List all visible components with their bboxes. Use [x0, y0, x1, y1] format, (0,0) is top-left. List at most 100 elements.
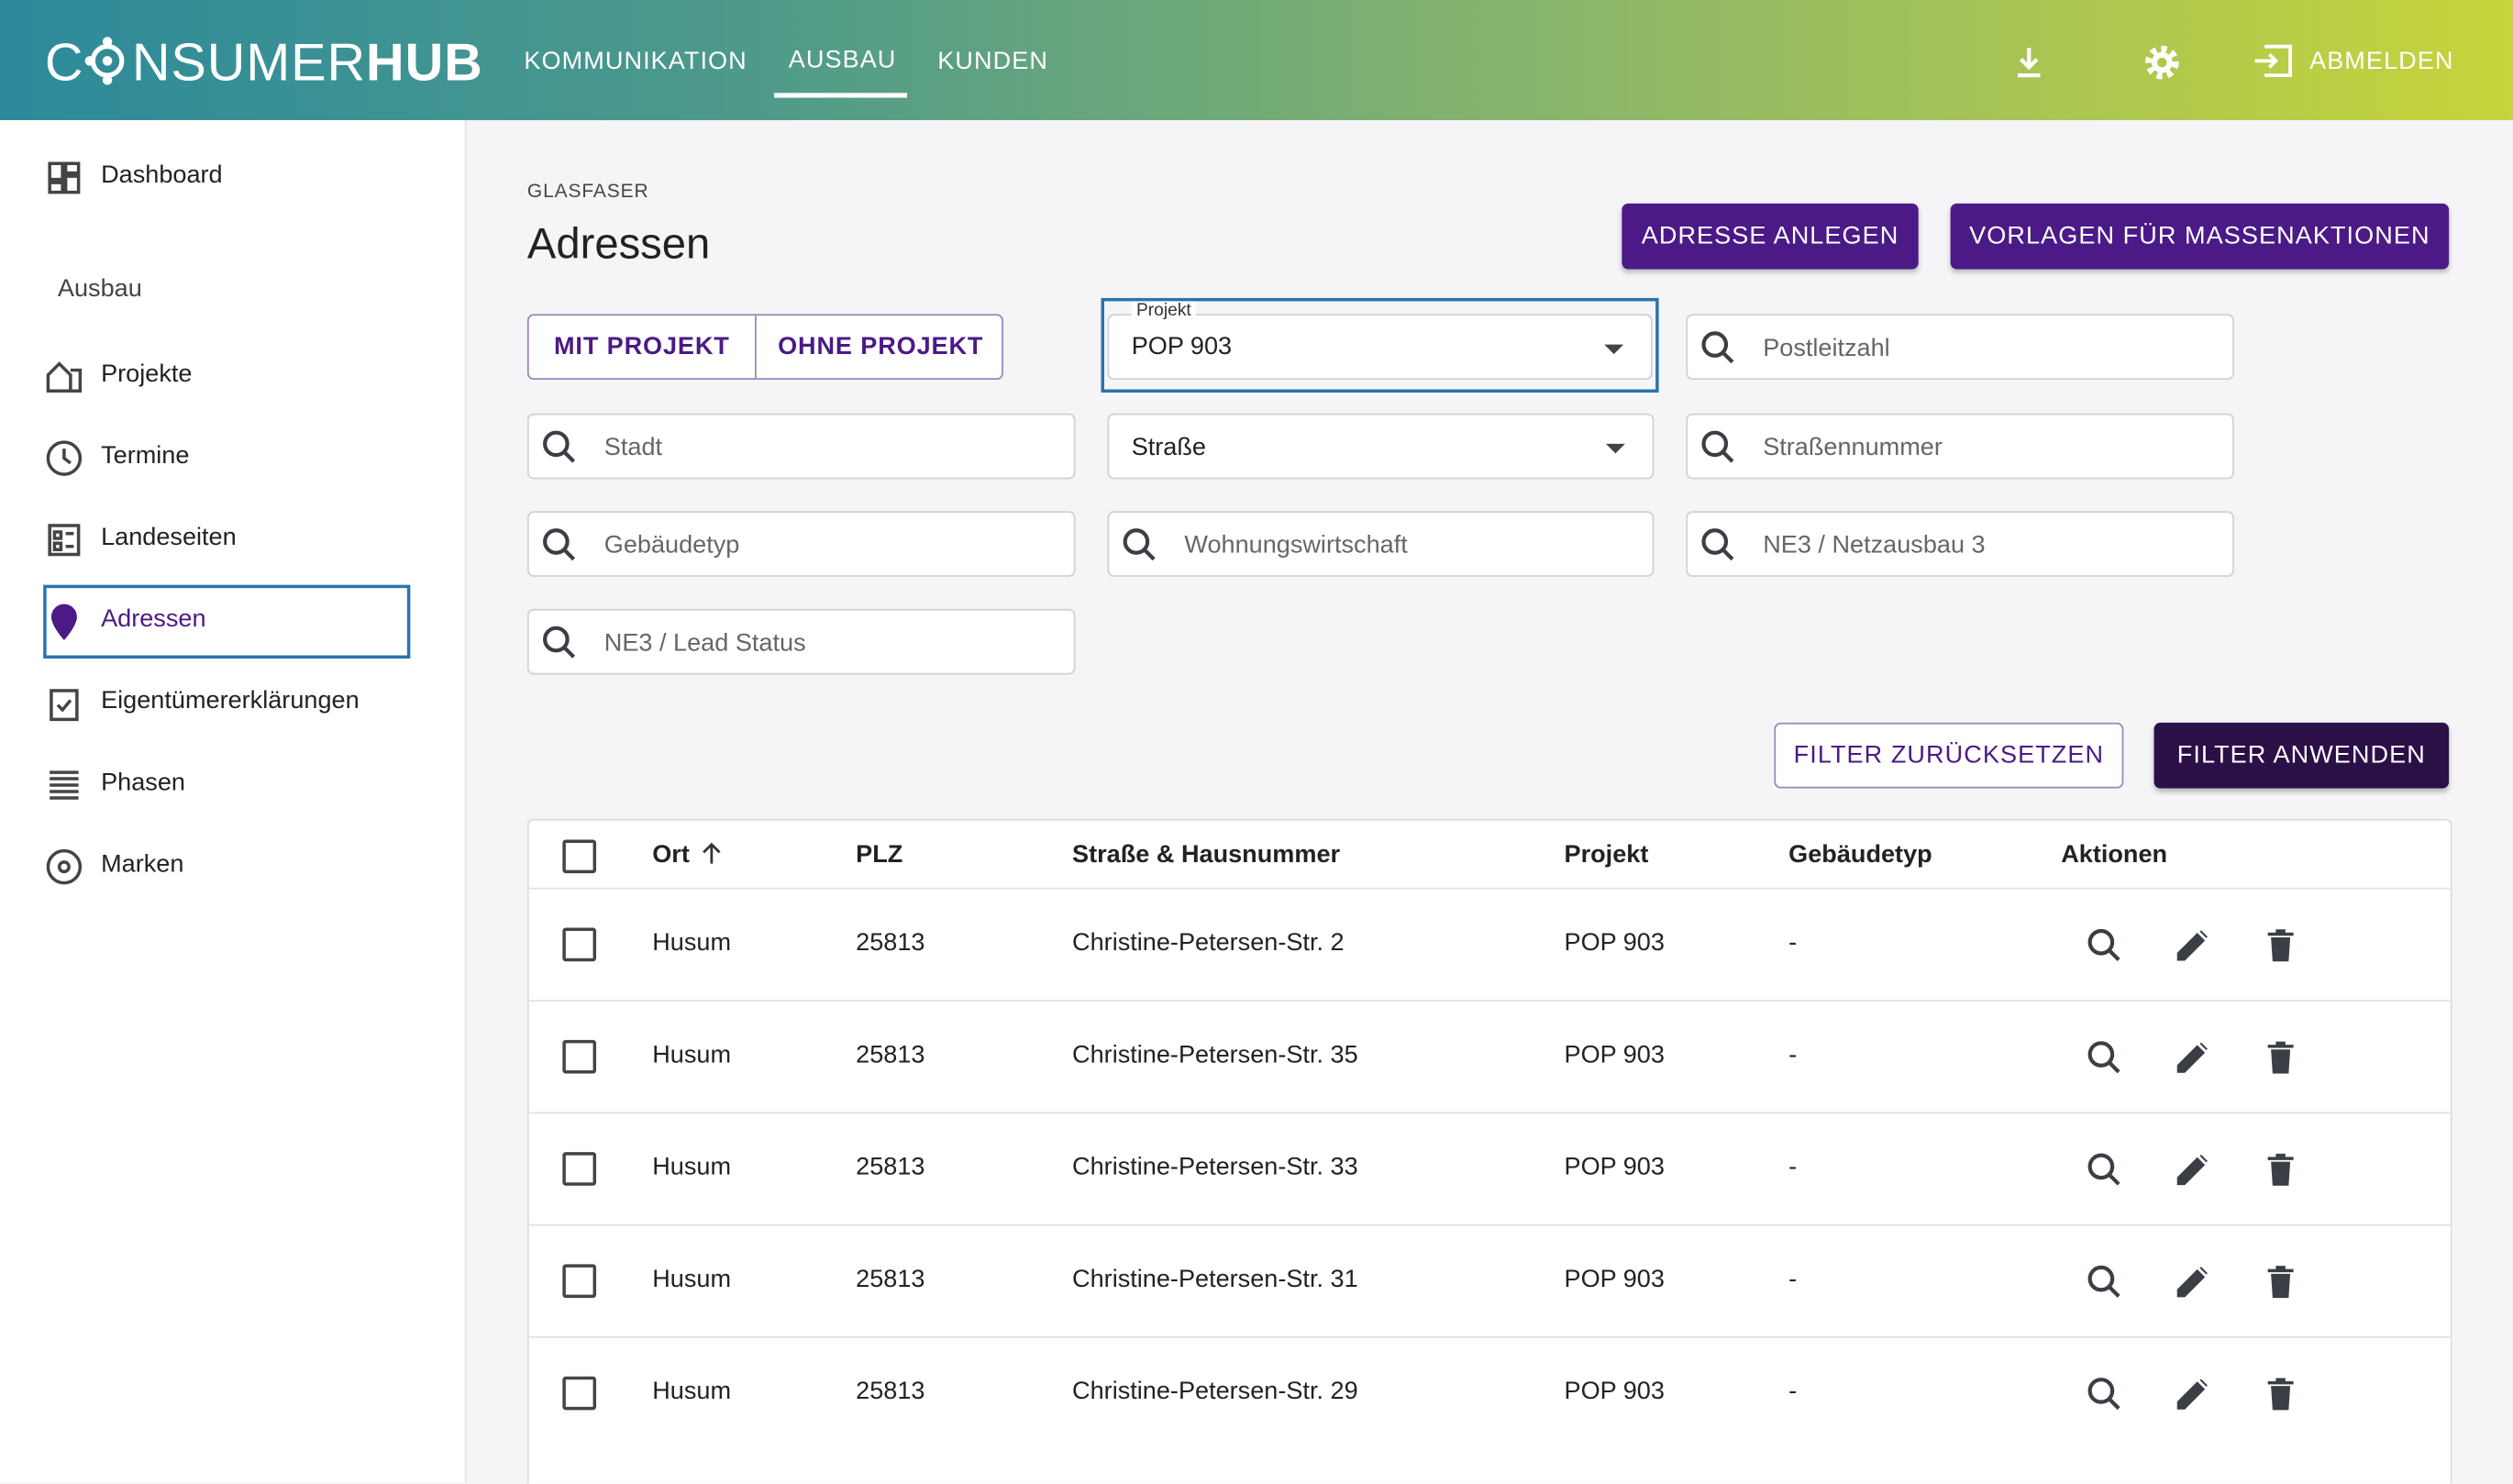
toggle-option[interactable]: OHNE PROJEKT — [778, 332, 984, 360]
row-checkbox[interactable] — [562, 927, 597, 962]
sidebar-item[interactable]: Marken — [101, 850, 184, 879]
reset-filter-button[interactable]: FILTER ZURÜCKSETZEN — [1774, 722, 2124, 789]
project-select-focus: Projekt POP 903 — [1101, 297, 1659, 393]
icon-shape — [2267, 1153, 2294, 1186]
edit-action[interactable] — [2174, 1150, 2212, 1189]
table-cell: Husum — [652, 929, 732, 957]
delete-action[interactable] — [2262, 926, 2300, 965]
table-cell: POP 903 — [1564, 1041, 1665, 1069]
search-icon — [543, 528, 576, 561]
housing-filter[interactable]: Wohnungswirtschaft — [1107, 511, 1655, 577]
nav-active-indicator — [774, 93, 908, 98]
apply-filter-button[interactable]: FILTER ANWENDEN — [2153, 722, 2450, 789]
sidebar-icon — [50, 604, 77, 640]
column-header: Aktionen — [2061, 841, 2168, 869]
table-cell: - — [1788, 1266, 1798, 1293]
toggle-option[interactable]: MIT PROJEKT — [529, 316, 757, 379]
sidebar-item[interactable]: Phasen — [101, 769, 185, 797]
edit-action[interactable] — [2174, 1263, 2212, 1301]
sidebar-item[interactable]: Landeseiten — [101, 524, 237, 551]
logo[interactable]: C NSUMERHUB — [45, 32, 483, 93]
street-select[interactable]: Straße — [1107, 413, 1655, 480]
row-checkbox[interactable] — [562, 1264, 597, 1299]
table-cell: Christine-Petersen-Str. 35 — [1072, 1041, 1358, 1069]
icon-shape — [46, 361, 83, 393]
delete-action[interactable] — [2262, 1150, 2300, 1189]
search-icon — [543, 626, 576, 659]
row-checkbox[interactable] — [562, 1039, 597, 1074]
icon-shape — [50, 689, 79, 722]
icon-shape — [703, 842, 721, 864]
logout-button[interactable]: ABMELDEN — [2309, 48, 2454, 76]
delete-action[interactable] — [2262, 1375, 2300, 1413]
placeholder: Postleitzahl — [1763, 335, 1890, 362]
sidebar-item[interactable]: Dashboard — [101, 161, 223, 190]
placeholder: Straßennummer — [1763, 434, 1943, 462]
icon-shape — [46, 848, 83, 885]
column-header: Straße & Hausnummer — [1072, 841, 1341, 869]
table-cell: Husum — [652, 1266, 732, 1293]
table-row: Husum 25813 Christine-Petersen-Str. 29 POP … — [528, 1336, 2451, 1450]
table-cell: Husum — [652, 1153, 732, 1181]
project-toggle: MIT PROJEKT OHNE PROJEKT — [526, 314, 1003, 381]
column-header: Gebäudetyp — [1788, 841, 1932, 869]
edit-action[interactable] — [2174, 926, 2212, 965]
delete-action[interactable] — [2262, 1263, 2300, 1301]
field-value: Straße — [1131, 434, 1206, 462]
download-icon[interactable] — [2013, 45, 2045, 80]
sidebar-item[interactable]: Adressen — [101, 605, 206, 634]
edit-action[interactable] — [2174, 1375, 2212, 1413]
table-cell: Christine-Petersen-Str. 2 — [1072, 929, 1345, 957]
logo-icon — [85, 37, 126, 85]
postcode-filter[interactable]: Postleitzahl — [1686, 314, 2234, 381]
table-cell: 25813 — [856, 1378, 925, 1406]
column-header: PLZ — [856, 841, 903, 869]
table-cell: 25813 — [856, 1153, 925, 1181]
sidebar-item[interactable]: Projekte — [101, 360, 193, 388]
logo-text: NSUMER — [131, 31, 367, 92]
icon-shape — [543, 430, 576, 463]
table-cell: - — [1788, 1378, 1798, 1406]
table-cell: Husum — [652, 1041, 732, 1069]
view-action — [2087, 1041, 2120, 1074]
city-filter[interactable]: Stadt — [526, 413, 1076, 480]
sort-arrow — [703, 842, 721, 864]
table-cell: - — [1788, 1153, 1798, 1181]
building-type-filter[interactable]: Gebäudetyp — [526, 511, 1076, 577]
table-row: Husum 25813 Christine-Petersen-Str. 31 POP … — [528, 1224, 2451, 1338]
row-checkbox[interactable] — [562, 1152, 597, 1186]
icon-shape — [2267, 929, 2294, 962]
sidebar-icon — [46, 848, 83, 885]
table-cell: - — [1788, 929, 1798, 957]
icon-shape — [1701, 430, 1734, 463]
settings-icon[interactable] — [2142, 41, 2183, 83]
project-select[interactable]: Projekt POP 903 — [1107, 301, 1653, 381]
column-header: Projekt — [1564, 841, 1649, 869]
nav-item[interactable]: KOMMUNIKATION — [524, 48, 747, 76]
street-number-filter[interactable]: Straßennummer — [1686, 413, 2234, 480]
row-checkbox[interactable] — [562, 1376, 597, 1411]
sidebar-item[interactable]: Termine — [101, 442, 190, 470]
icon-shape — [1701, 528, 1734, 561]
nav-item[interactable]: KUNDEN — [937, 48, 1048, 76]
delete-action[interactable] — [2262, 1038, 2300, 1077]
templates-button[interactable]: VORLAGEN FÜR MASSENAKTIONEN — [1950, 203, 2450, 270]
sidebar: Dashboard Ausbau Projekte Termine Landesei… — [0, 120, 467, 1483]
table-cell: Christine-Petersen-Str. 31 — [1072, 1266, 1358, 1293]
column-header[interactable]: Ort — [652, 841, 690, 869]
sidebar-item[interactable]: Eigentümererklärungen — [101, 687, 360, 715]
select-all-checkbox[interactable] — [562, 839, 597, 874]
view-action — [2087, 1378, 2120, 1411]
search-icon — [1123, 528, 1156, 561]
ne3-lead-filter[interactable]: NE3 / Lead Status — [526, 608, 1076, 675]
logout-icon[interactable] — [2252, 43, 2293, 78]
icon-shape — [50, 770, 79, 800]
logo-text: C — [44, 31, 84, 92]
ne3-network-filter[interactable]: NE3 / Netzausbau 3 — [1686, 511, 2234, 577]
edit-action[interactable] — [2174, 1038, 2212, 1077]
nav-item[interactable]: AUSBAU — [788, 46, 897, 74]
add-address-button[interactable]: ADRESSE ANLEGEN — [1622, 203, 1919, 270]
table-row: Husum 25813 Christine-Petersen-Str. 35 POP … — [528, 1000, 2451, 1113]
sidebar-icon — [50, 770, 79, 800]
